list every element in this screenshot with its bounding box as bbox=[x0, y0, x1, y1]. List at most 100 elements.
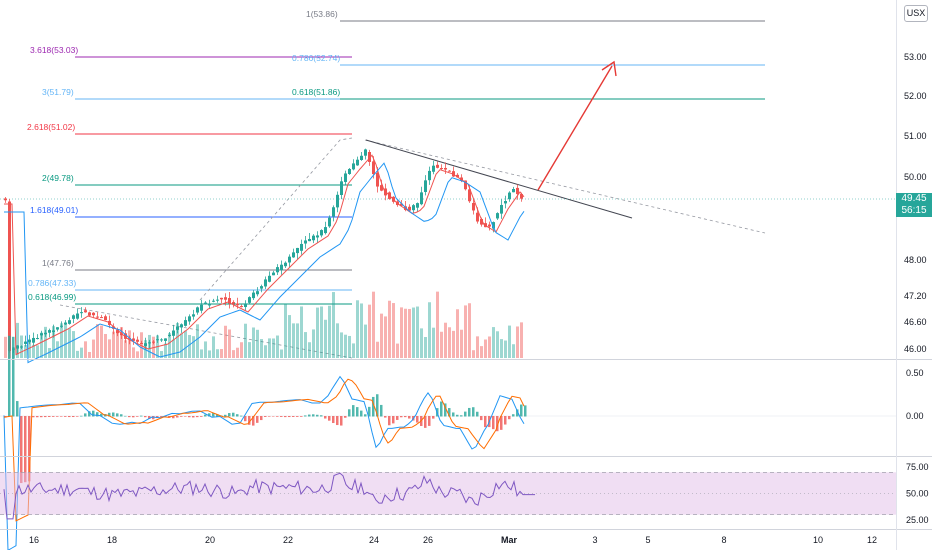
candle-body[interactable] bbox=[144, 343, 147, 346]
candle-body[interactable] bbox=[48, 330, 51, 333]
candle-body[interactable] bbox=[28, 339, 31, 343]
candle-body[interactable] bbox=[348, 168, 351, 175]
candle-body[interactable] bbox=[300, 243, 303, 251]
candle-body[interactable] bbox=[72, 315, 75, 319]
candle-body[interactable] bbox=[364, 149, 367, 156]
candle-body[interactable] bbox=[192, 314, 195, 317]
candle-body[interactable] bbox=[184, 320, 187, 326]
candle-body[interactable] bbox=[336, 194, 339, 208]
candle-body[interactable] bbox=[208, 303, 211, 306]
candle-body[interactable] bbox=[416, 203, 419, 208]
candle-body[interactable] bbox=[380, 185, 383, 191]
currency-badge[interactable]: USX bbox=[904, 5, 928, 22]
candle-body[interactable] bbox=[148, 342, 151, 344]
candle-body[interactable] bbox=[172, 330, 175, 336]
candle-body[interactable] bbox=[16, 345, 19, 349]
candle-body[interactable] bbox=[324, 227, 327, 234]
candle-body[interactable] bbox=[492, 222, 495, 229]
candle-body[interactable] bbox=[316, 235, 319, 238]
candle-body[interactable] bbox=[292, 252, 295, 258]
candle-body[interactable] bbox=[508, 192, 511, 200]
candle-body[interactable] bbox=[448, 170, 451, 172]
candle-body[interactable] bbox=[480, 219, 483, 225]
candle-body[interactable] bbox=[232, 302, 235, 304]
candle-body[interactable] bbox=[500, 204, 503, 214]
candle-body[interactable] bbox=[512, 189, 515, 193]
candle-body[interactable] bbox=[520, 194, 523, 199]
candle-body[interactable] bbox=[436, 164, 439, 168]
candle-body[interactable] bbox=[432, 165, 435, 172]
candle-body[interactable] bbox=[140, 343, 143, 345]
candle-body[interactable] bbox=[312, 235, 315, 241]
candle-body[interactable] bbox=[164, 338, 167, 341]
macd-panel[interactable] bbox=[0, 335, 896, 550]
candle-body[interactable] bbox=[504, 201, 507, 204]
candle-body[interactable] bbox=[52, 330, 55, 333]
candle-body[interactable] bbox=[80, 312, 83, 314]
candle-body[interactable] bbox=[240, 306, 243, 308]
candle-body[interactable] bbox=[428, 170, 431, 181]
candle-body[interactable] bbox=[32, 337, 35, 343]
candle-body[interactable] bbox=[116, 330, 119, 334]
candle-body[interactable] bbox=[44, 332, 47, 335]
candle-body[interactable] bbox=[24, 341, 27, 344]
candle-body[interactable] bbox=[344, 173, 347, 182]
candle-body[interactable] bbox=[248, 297, 251, 303]
candle-body[interactable] bbox=[244, 303, 247, 308]
candle-body[interactable] bbox=[8, 201, 11, 351]
candle-body[interactable] bbox=[160, 339, 163, 341]
candle-body[interactable] bbox=[156, 339, 159, 341]
candle-body[interactable] bbox=[216, 299, 219, 301]
candle-body[interactable] bbox=[100, 317, 103, 319]
candle-body[interactable] bbox=[224, 297, 227, 300]
candle-body[interactable] bbox=[92, 312, 95, 316]
candle-body[interactable] bbox=[132, 338, 135, 341]
candle-body[interactable] bbox=[420, 192, 423, 205]
candle-body[interactable] bbox=[516, 187, 519, 195]
candle-body[interactable] bbox=[228, 298, 231, 304]
candle-body[interactable] bbox=[288, 256, 291, 263]
candle-body[interactable] bbox=[320, 230, 323, 236]
candle-body[interactable] bbox=[456, 174, 459, 178]
candle-body[interactable] bbox=[440, 168, 443, 170]
candle-body[interactable] bbox=[376, 172, 379, 187]
candle-body[interactable] bbox=[4, 198, 7, 201]
candle-body[interactable] bbox=[168, 334, 171, 336]
candle-body[interactable] bbox=[496, 213, 499, 219]
candle-body[interactable] bbox=[124, 333, 127, 339]
candle-body[interactable] bbox=[56, 327, 59, 330]
candle-body[interactable] bbox=[476, 212, 479, 222]
candle-body[interactable] bbox=[264, 279, 267, 287]
candle-body[interactable] bbox=[120, 333, 123, 336]
candle-body[interactable] bbox=[412, 205, 415, 211]
candle-body[interactable] bbox=[272, 272, 275, 276]
candle-body[interactable] bbox=[104, 316, 107, 321]
candle-body[interactable] bbox=[252, 292, 255, 299]
candle-body[interactable] bbox=[360, 155, 363, 160]
candle-body[interactable] bbox=[152, 341, 155, 343]
candle-body[interactable] bbox=[84, 310, 87, 313]
candle-body[interactable] bbox=[328, 217, 331, 227]
candle-body[interactable] bbox=[284, 262, 287, 267]
candle-body[interactable] bbox=[60, 325, 63, 327]
candle-body[interactable] bbox=[444, 167, 447, 170]
candle-body[interactable] bbox=[68, 320, 71, 324]
price-panel[interactable]: 1(53.86) 3.618(53.03) 0.786(52.74) 3(51.79)… bbox=[0, 9, 896, 364]
candle-body[interactable] bbox=[332, 207, 335, 217]
candle-body[interactable] bbox=[372, 161, 375, 175]
candle-body[interactable] bbox=[76, 313, 79, 319]
candle-body[interactable] bbox=[308, 238, 311, 242]
candle-body[interactable] bbox=[176, 326, 179, 330]
candle-body[interactable] bbox=[424, 180, 427, 192]
candle-body[interactable] bbox=[40, 333, 43, 336]
candle-body[interactable] bbox=[36, 338, 39, 340]
candle-body[interactable] bbox=[220, 297, 223, 300]
candle-body[interactable] bbox=[212, 300, 215, 302]
candle-body[interactable] bbox=[368, 152, 371, 162]
candle-body[interactable] bbox=[180, 324, 183, 328]
candle-body[interactable] bbox=[408, 206, 411, 211]
candle-body[interactable] bbox=[296, 247, 299, 254]
candle-body[interactable] bbox=[352, 163, 355, 170]
candle-body[interactable] bbox=[340, 181, 343, 196]
